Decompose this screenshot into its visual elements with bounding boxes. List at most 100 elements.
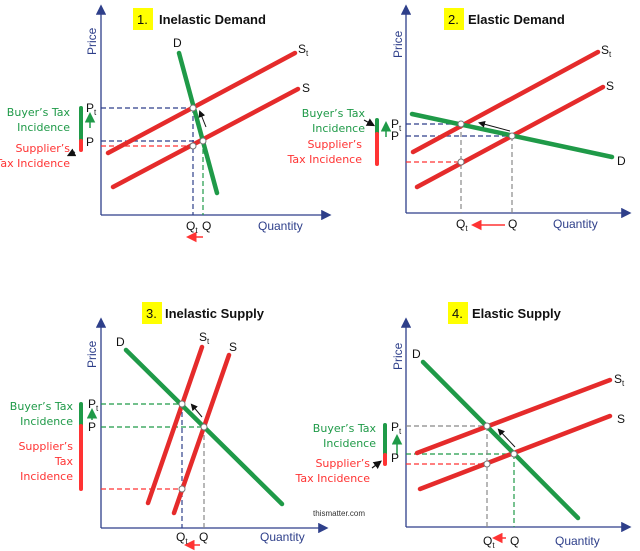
taxed-price-label-subscript: t (94, 108, 97, 117)
title-number-box (444, 8, 464, 30)
supplier-incidence-text: Supplier’s (307, 138, 362, 151)
demand-label: D (412, 347, 421, 361)
taxed-price-label-base: P (88, 397, 96, 411)
taxed-equilibrium-point (178, 400, 186, 408)
taxed-price-label: Pt (391, 420, 402, 436)
price-label: P (391, 451, 399, 465)
y-axis-label: Price (85, 27, 99, 55)
taxed-supply-label: St (601, 43, 612, 59)
equilibrium-shift-arrow (198, 110, 207, 128)
equilibrium-point (510, 450, 518, 458)
buyer-incidence-text: Buyer’s Tax (302, 107, 366, 120)
demand-curve (420, 359, 581, 521)
taxed-price-label-base: P (391, 117, 399, 131)
taxed-quantity-label-base: Q (456, 217, 465, 231)
y-axis-label: Price (391, 30, 405, 58)
quantity-label: Q (508, 217, 517, 231)
taxed-quantity-label-subscript: t (492, 541, 495, 550)
demand-label: D (617, 154, 626, 168)
watermark: thismatter.com (313, 509, 365, 518)
title-number: 1. (137, 12, 148, 27)
taxed-supply-label-subscript: t (622, 379, 625, 388)
pointer-arrow (371, 460, 382, 469)
taxed-supply-label-base: S (601, 43, 609, 57)
demand-label: D (173, 36, 182, 50)
supplier-incidence-text: Supplier’s (18, 440, 73, 453)
taxed-supply-label-base: S (614, 372, 622, 386)
x-axis-label: Quantity (258, 219, 303, 233)
taxed-quantity-label: Qt (456, 217, 468, 233)
title-number: 3. (146, 306, 157, 321)
taxed-quantity-label: Qt (176, 530, 188, 546)
title-number-box (142, 302, 162, 324)
taxed-supply-curve (105, 50, 298, 156)
taxed-price-label-base: P (391, 420, 399, 434)
taxed-supply-label: St (614, 372, 625, 388)
taxed-supply-curve (145, 344, 205, 506)
title-number-box (133, 8, 153, 30)
taxed-supply-label-base: S (199, 330, 207, 344)
y-axis-label: Price (85, 340, 99, 368)
taxed-price-label-subscript: t (399, 124, 402, 133)
taxed-price-label: Pt (391, 117, 402, 133)
price-label: P (391, 129, 399, 143)
buyer-incidence-text: Incidence (312, 122, 365, 135)
panel-title: Elastic Demand (468, 12, 565, 27)
y-axis-label: Price (391, 342, 405, 370)
buyer-incidence-text: Incidence (323, 437, 376, 450)
equilibrium-point (199, 137, 207, 145)
supply-label: S (302, 81, 310, 95)
equilibrium-shift-arrow (497, 428, 516, 448)
title-number: 4. (452, 306, 463, 321)
buyer-incidence-text: Buyer’s Tax (313, 422, 377, 435)
quantity-label: Q (199, 530, 208, 544)
taxed-quantity-label-subscript: t (465, 224, 468, 233)
taxed-supply-label-subscript: t (207, 337, 210, 346)
taxed-price-label-base: P (86, 101, 94, 115)
pointer-arrow (66, 148, 77, 157)
buyer-incidence-text: Buyer’s Tax (7, 106, 71, 119)
buyer-incidence-text: Incidence (17, 121, 70, 134)
x-axis-label: Quantity (553, 217, 598, 231)
equilibrium-point (200, 423, 208, 431)
taxed-supply-label: St (298, 42, 309, 58)
panel-title: Inelastic Supply (165, 306, 265, 321)
pointer-arrow (363, 118, 376, 127)
supply-curve (110, 86, 301, 190)
taxed-supply-label: St (199, 330, 210, 346)
panel-title: Elastic Supply (472, 306, 562, 321)
taxed-supply-label-subscript: t (306, 49, 309, 58)
supplier-incidence-text: Tax (54, 455, 74, 468)
taxed-quantity-label: Qt (483, 534, 495, 550)
buyer-incidence-text: Buyer’s Tax (10, 400, 74, 413)
taxed-quantity-label: Qt (186, 219, 198, 235)
quantity-label: Q (202, 219, 211, 233)
taxed-price-label: Pt (88, 397, 99, 413)
supplier-incidence-text: Supplier’s (15, 142, 70, 155)
supply-label: S (229, 340, 237, 354)
x-axis-label: Quantity (555, 534, 600, 548)
taxed-supply-label-subscript: t (609, 50, 612, 59)
taxed-price-label-subscript: t (399, 427, 402, 436)
supplier-price-point (178, 485, 186, 493)
panel-title: Inelastic Demand (159, 12, 266, 27)
taxed-equilibrium-point (483, 422, 491, 430)
supplier-incidence-text: Supplier’s (315, 457, 370, 470)
supplier-incidence-text: Incidence (20, 470, 73, 483)
taxed-quantity-label-subscript: t (195, 226, 198, 235)
taxed-supply-curve (410, 49, 601, 155)
taxed-equilibrium-point (189, 104, 197, 112)
supplier-incidence-text: Tax Incidence (0, 157, 70, 170)
taxed-supply-curve (414, 377, 613, 456)
supplier-incidence-text: Tax Incidence (294, 472, 370, 485)
demand-label: D (116, 335, 125, 349)
title-number: 2. (448, 12, 459, 27)
title-number-box (448, 302, 468, 324)
x-axis-label: Quantity (260, 530, 305, 544)
price-label: P (86, 135, 94, 149)
